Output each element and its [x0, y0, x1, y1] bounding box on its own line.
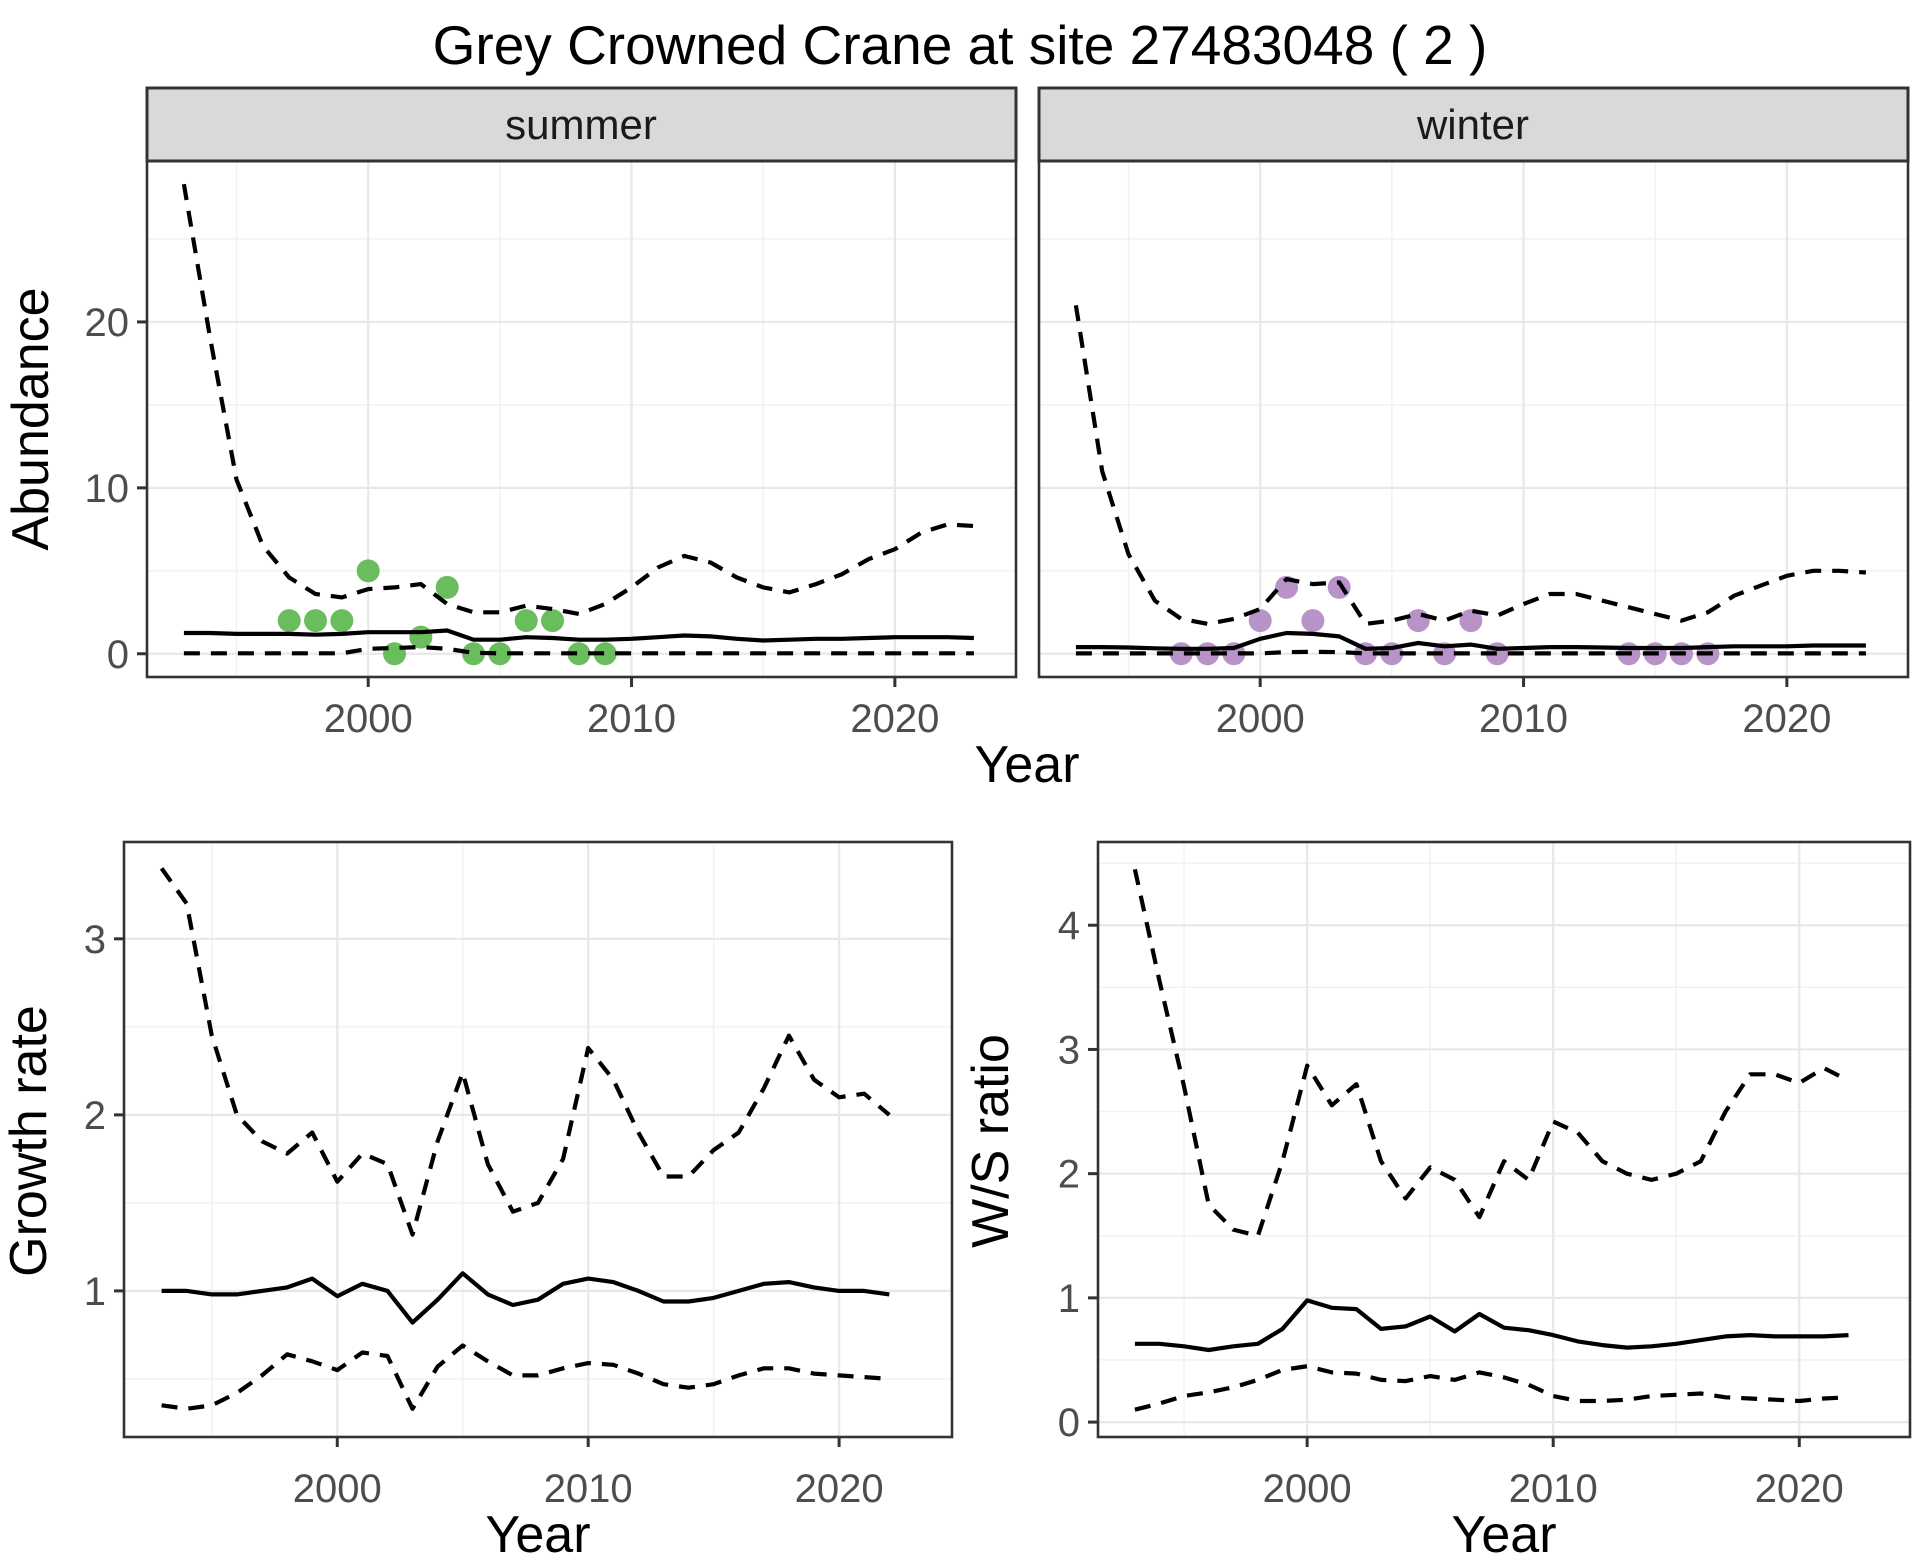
panel-abundance-summer: 2000 2010 2020 0 10 20: [85, 86, 1018, 741]
axis-tick-label: 2: [1058, 1153, 1080, 1197]
median-line: [1134, 1298, 1849, 1353]
ci-upper-line: [181, 183, 975, 617]
panel-ws-ratio: 2000 2010 2020 0 1 2 3 4: [1058, 840, 1912, 1511]
observed-counts-point: [1248, 609, 1272, 633]
observed-counts-point: [488, 642, 512, 666]
ci-lower-line: [183, 644, 974, 656]
axis-tick-label: 2010: [1509, 1467, 1598, 1511]
axis-tick-label: 2000: [293, 1467, 382, 1511]
ci-lower-line: [1075, 649, 1866, 656]
observed-counts-point: [277, 609, 301, 633]
panel-background: [124, 842, 952, 1437]
axis-tick-label: 2020: [1742, 697, 1831, 741]
x-axis-title-year-top: Year: [974, 736, 1079, 794]
facet-strip-label-winter: winter: [1416, 101, 1529, 148]
axis-tick-label: 2000: [324, 697, 413, 741]
panel-abundance-winter: 2000 2010 2020: [1037, 86, 1910, 741]
axis-tick-label: 3: [84, 918, 106, 962]
panel-growth-rate: 2000 2010 2020 1 2 3: [84, 840, 954, 1511]
median-line: [161, 1271, 890, 1325]
axis-tick-label: 1: [1058, 1277, 1080, 1321]
observed-counts-point: [435, 575, 459, 599]
plot-title: Grey Crowned Crane at site 27483048 ( 2 …: [433, 14, 1488, 76]
axis-tick-label: 1: [84, 1270, 106, 1314]
panel-border: [122, 840, 954, 1439]
axis-tick-label: 0: [1058, 1401, 1080, 1445]
x-axis-title-year-bottom-right: Year: [1451, 1506, 1556, 1560]
observed-counts-point: [1459, 609, 1483, 633]
facet-strip-label-summer: summer: [505, 101, 657, 148]
panel-background: [1039, 161, 1908, 677]
panel-background: [147, 161, 1016, 677]
observed-counts-point: [1301, 609, 1325, 633]
observed-counts-point: [462, 642, 486, 666]
observed-counts-point: [330, 609, 354, 633]
axis-tick-label: 4: [1058, 904, 1080, 948]
y-axis-title-abundance: Abundance: [2, 287, 60, 550]
axis-tick-label: 2020: [850, 697, 939, 741]
observed-counts-point: [1406, 609, 1430, 633]
observed-counts-point: [541, 609, 565, 633]
ci-upper-line: [1073, 304, 1867, 627]
axis-tick-label: 2020: [1755, 1467, 1844, 1511]
x-axis-title-year-bottom-left: Year: [485, 1506, 590, 1560]
observed-counts-point: [304, 609, 328, 633]
axis-tick-label: 2000: [1216, 697, 1305, 741]
observed-counts-point: [409, 625, 433, 649]
observed-counts-point: [1327, 575, 1351, 599]
observed-counts-point: [356, 559, 380, 583]
facet-strip: [1037, 86, 1910, 163]
facet-strip: [145, 86, 1018, 163]
y-axis-title-growth-rate: Growth rate: [0, 1005, 58, 1277]
observed-counts-point: [514, 609, 538, 633]
axis-tick-label: 3: [1058, 1028, 1080, 1072]
axis-tick-label: 10: [85, 467, 130, 511]
ci-upper-line: [1132, 868, 1850, 1238]
observed-counts-point: [567, 642, 591, 666]
median-line: [1075, 630, 1866, 651]
ci-lower-line: [1134, 1364, 1849, 1412]
axis-tick-label: 2010: [587, 697, 676, 741]
axis-tick-label: 2010: [1479, 697, 1568, 741]
axis-tick-label: 2000: [1263, 1467, 1352, 1511]
axis-tick-label: 2: [84, 1094, 106, 1138]
ci-upper-line: [159, 867, 891, 1237]
panel-border: [1096, 840, 1912, 1439]
median-line: [183, 628, 974, 643]
axis-tick-label: 0: [107, 633, 129, 677]
axis-tick-label: 20: [85, 301, 130, 345]
observed-counts-point: [593, 642, 617, 666]
y-axis-title-ws-ratio: W/S ratio: [962, 1034, 1020, 1248]
axis-tick-label: 2010: [544, 1467, 633, 1511]
axis-tick-label: 2020: [795, 1467, 884, 1511]
ci-lower-line: [161, 1343, 890, 1411]
